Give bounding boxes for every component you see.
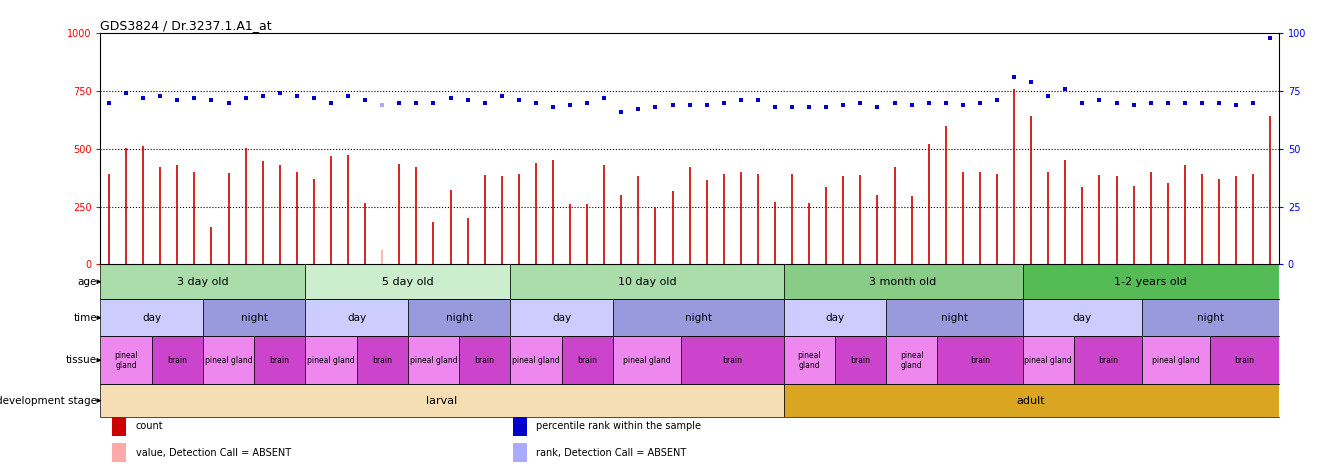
Bar — [408, 336, 459, 384]
Text: adult: adult — [1016, 396, 1046, 406]
Text: age: age — [78, 277, 96, 287]
Text: pineal gland: pineal gland — [410, 356, 457, 365]
Text: larval: larval — [426, 396, 458, 406]
Text: brain: brain — [167, 356, 187, 365]
Bar — [783, 336, 834, 384]
Text: 3 month old: 3 month old — [869, 277, 937, 287]
Bar — [100, 264, 305, 299]
Text: pineal
gland: pineal gland — [900, 351, 924, 370]
Text: pineal gland: pineal gland — [1153, 356, 1200, 365]
Bar — [100, 299, 204, 336]
Text: brain: brain — [474, 356, 494, 365]
Bar — [1142, 336, 1210, 384]
Text: percentile rank within the sample: percentile rank within the sample — [537, 421, 702, 431]
Text: day: day — [552, 313, 570, 323]
Bar — [834, 336, 886, 384]
Bar — [886, 336, 937, 384]
Bar — [937, 336, 1023, 384]
Bar — [254, 336, 305, 384]
Bar — [305, 336, 356, 384]
Text: time: time — [74, 313, 96, 323]
Bar — [1074, 336, 1142, 384]
Bar — [561, 336, 613, 384]
Text: pineal gland: pineal gland — [307, 356, 355, 365]
Bar — [1023, 299, 1142, 336]
Text: pineal gland: pineal gland — [623, 356, 671, 365]
Bar — [1142, 299, 1279, 336]
Bar — [305, 299, 408, 336]
Text: GDS3824 / Dr.3237.1.A1_at: GDS3824 / Dr.3237.1.A1_at — [100, 19, 272, 32]
Text: night: night — [446, 313, 473, 323]
Text: brain: brain — [1235, 356, 1255, 365]
Text: brain: brain — [850, 356, 870, 365]
Bar — [1023, 264, 1279, 299]
Text: day: day — [347, 313, 366, 323]
Text: pineal
gland: pineal gland — [114, 351, 138, 370]
Text: count: count — [135, 421, 163, 431]
Text: 10 day old: 10 day old — [617, 277, 676, 287]
Text: 5 day old: 5 day old — [382, 277, 434, 287]
Text: day: day — [1073, 313, 1091, 323]
Bar — [1023, 336, 1074, 384]
Text: brain: brain — [372, 356, 392, 365]
Text: tissue: tissue — [66, 355, 96, 365]
Text: pineal gland: pineal gland — [205, 356, 252, 365]
Bar — [112, 443, 126, 462]
Bar — [886, 299, 1023, 336]
Bar — [408, 299, 510, 336]
Text: brain: brain — [969, 356, 990, 365]
Bar — [204, 299, 305, 336]
Text: rank, Detection Call = ABSENT: rank, Detection Call = ABSENT — [537, 447, 687, 457]
Text: pineal gland: pineal gland — [1024, 356, 1073, 365]
Bar — [613, 299, 783, 336]
Text: brain: brain — [722, 356, 742, 365]
Text: 3 day old: 3 day old — [177, 277, 229, 287]
Text: night: night — [1197, 313, 1224, 323]
Bar — [510, 336, 561, 384]
Bar — [510, 299, 613, 336]
Bar — [305, 264, 510, 299]
Text: night: night — [241, 313, 268, 323]
Bar — [513, 443, 528, 462]
Bar — [783, 264, 1023, 299]
Bar — [783, 384, 1279, 417]
Bar — [682, 336, 783, 384]
Bar — [510, 264, 783, 299]
Bar — [112, 417, 126, 436]
Bar — [459, 336, 510, 384]
Text: value, Detection Call = ABSENT: value, Detection Call = ABSENT — [135, 447, 291, 457]
Text: development stage: development stage — [0, 396, 96, 406]
Bar — [513, 417, 528, 436]
Text: brain: brain — [577, 356, 597, 365]
Bar — [151, 336, 204, 384]
Bar — [783, 299, 886, 336]
Bar — [204, 336, 254, 384]
Text: pineal
gland: pineal gland — [797, 351, 821, 370]
Text: 1-2 years old: 1-2 years old — [1114, 277, 1188, 287]
Text: day: day — [825, 313, 845, 323]
Bar — [100, 384, 783, 417]
Bar — [613, 336, 682, 384]
Text: night: night — [941, 313, 968, 323]
Bar — [1210, 336, 1279, 384]
Text: brain: brain — [1098, 356, 1118, 365]
Bar — [356, 336, 408, 384]
Text: night: night — [684, 313, 711, 323]
Bar — [100, 336, 151, 384]
Text: brain: brain — [269, 356, 289, 365]
Text: pineal gland: pineal gland — [511, 356, 560, 365]
Text: day: day — [142, 313, 161, 323]
